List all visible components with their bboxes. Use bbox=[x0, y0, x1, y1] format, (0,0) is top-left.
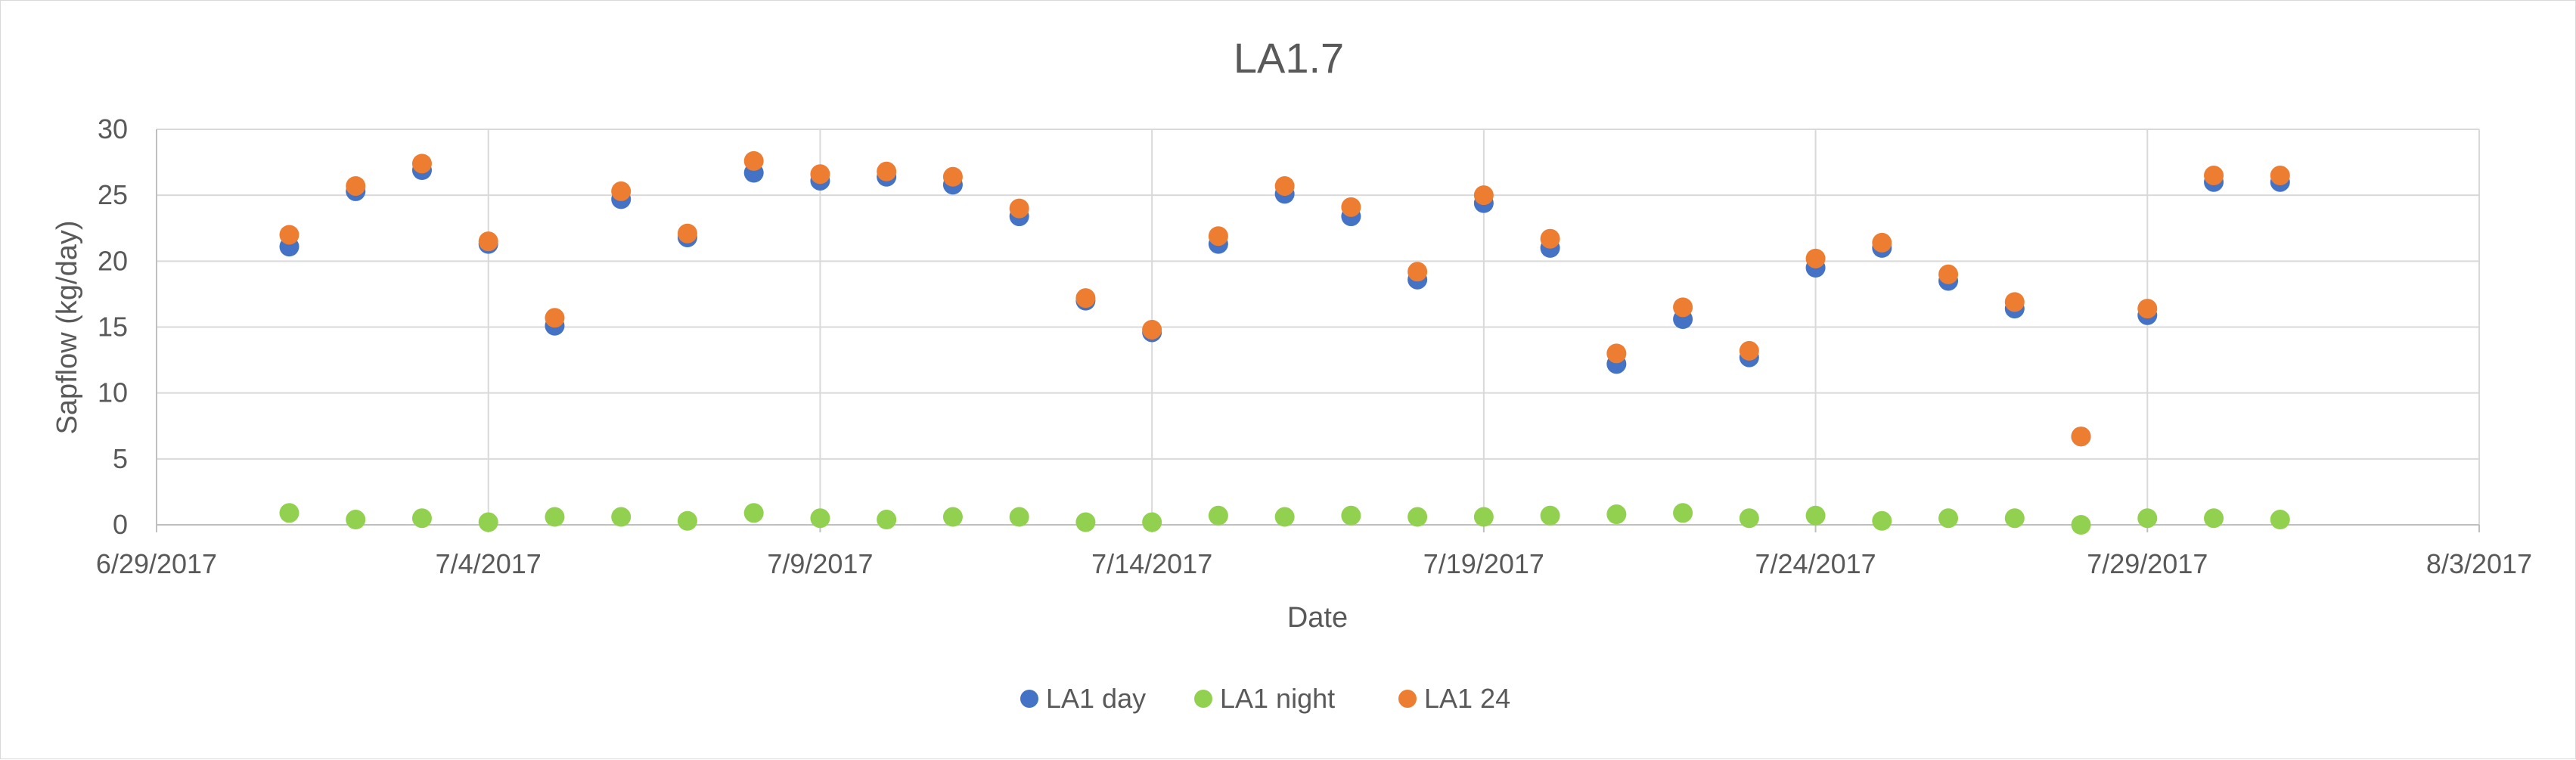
point-la1-night bbox=[411, 508, 432, 529]
point-la1-24 bbox=[346, 175, 366, 196]
point-la1-24 bbox=[1739, 340, 1759, 361]
point-la1-night bbox=[1407, 507, 1428, 527]
point-la1-24 bbox=[677, 223, 697, 244]
point-la1-24 bbox=[2071, 427, 2091, 447]
point-la1-24 bbox=[877, 161, 897, 181]
point-la1-night bbox=[1739, 508, 1759, 529]
legend-marker-la1-24 bbox=[1398, 690, 1417, 708]
point-la1-24 bbox=[2270, 166, 2290, 186]
point-la1-night bbox=[1872, 510, 1892, 531]
y-tick-label: 0 bbox=[113, 509, 128, 540]
point-la1-24 bbox=[1872, 232, 1892, 253]
point-la1-24 bbox=[1208, 226, 1228, 247]
x-tick-label: 7/24/2017 bbox=[1755, 548, 1876, 579]
point-la1-24 bbox=[2137, 299, 2158, 319]
point-la1-night bbox=[942, 507, 963, 527]
x-tick-label: 8/3/2017 bbox=[2426, 548, 2532, 579]
x-tick-label: 7/9/2017 bbox=[767, 548, 873, 579]
point-la1-night bbox=[478, 512, 498, 532]
point-la1-night bbox=[1274, 507, 1295, 527]
point-la1-24 bbox=[478, 231, 498, 252]
x-axis-title: Date bbox=[1287, 602, 1348, 634]
point-la1-24 bbox=[1938, 264, 1959, 284]
point-la1-24 bbox=[279, 225, 299, 245]
point-la1-24 bbox=[411, 154, 432, 174]
y-tick-label: 5 bbox=[113, 443, 128, 474]
data-points bbox=[279, 150, 2290, 535]
point-la1-night bbox=[677, 510, 697, 531]
point-la1-night bbox=[611, 507, 632, 527]
point-la1-night bbox=[545, 507, 565, 527]
point-la1-24 bbox=[810, 164, 830, 185]
point-la1-24 bbox=[2004, 292, 2025, 312]
y-tick-label: 20 bbox=[98, 245, 128, 276]
point-la1-night bbox=[1938, 508, 1959, 529]
point-la1-24 bbox=[1606, 343, 1627, 364]
grid-lines bbox=[157, 129, 2480, 525]
axes bbox=[156, 129, 2480, 532]
point-la1-24 bbox=[1805, 248, 1826, 268]
x-tick-label: 7/14/2017 bbox=[1091, 548, 1212, 579]
point-la1-24 bbox=[611, 181, 632, 201]
legend-label-la1-night: LA1 night bbox=[1220, 683, 1335, 714]
point-la1-night bbox=[1009, 507, 1029, 527]
y-tick-label: 30 bbox=[98, 113, 128, 144]
point-la1-night bbox=[2071, 515, 2091, 535]
point-la1-night bbox=[1142, 512, 1162, 532]
point-la1-24 bbox=[1673, 297, 1693, 318]
point-la1-24 bbox=[2204, 166, 2224, 186]
y-tick-label: 25 bbox=[98, 179, 128, 210]
point-la1-night bbox=[1673, 503, 1693, 523]
x-tick-label: 6/29/2017 bbox=[96, 548, 217, 579]
point-la1-24 bbox=[1473, 185, 1494, 206]
point-la1-night bbox=[279, 503, 299, 523]
legend-label-la1-day: LA1 day bbox=[1046, 683, 1146, 714]
legend: LA1 day LA1 night LA1 24 bbox=[1020, 683, 1510, 714]
point-la1-24 bbox=[1009, 198, 1029, 219]
point-la1-night bbox=[1805, 505, 1826, 526]
point-la1-night bbox=[1606, 504, 1627, 525]
point-la1-night bbox=[346, 510, 366, 530]
y-axis-title: Sapflow (kg/day) bbox=[51, 220, 83, 434]
point-la1-night bbox=[2004, 508, 2025, 529]
chart-title: LA1.7 bbox=[1234, 34, 1344, 82]
legend-label-la1-24: LA1 24 bbox=[1424, 683, 1510, 714]
point-la1-night bbox=[1208, 505, 1228, 526]
legend-marker-la1-night bbox=[1194, 690, 1212, 708]
y-tick-label: 15 bbox=[98, 312, 128, 343]
point-la1-24 bbox=[1274, 175, 1295, 196]
point-la1-night bbox=[2204, 508, 2224, 529]
point-la1-24 bbox=[1341, 197, 1361, 217]
point-la1-night bbox=[2137, 508, 2158, 529]
point-la1-night bbox=[1473, 507, 1494, 527]
point-la1-night bbox=[877, 510, 897, 530]
point-la1-night bbox=[1540, 505, 1560, 526]
point-la1-night bbox=[810, 508, 830, 529]
x-tick-label: 7/4/2017 bbox=[436, 548, 542, 579]
point-la1-24 bbox=[1075, 288, 1096, 309]
legend-marker-la1-day bbox=[1020, 690, 1038, 708]
point-la1-24 bbox=[1540, 228, 1560, 249]
tick-labels: 0 5 10 15 20 25 30 6/29/2017 7/4/2017 7/9/2017 7/1… bbox=[96, 113, 2532, 579]
point-la1-night bbox=[2270, 510, 2290, 530]
point-la1-24 bbox=[942, 166, 963, 187]
point-la1-24 bbox=[1142, 319, 1162, 340]
y-tick-label: 10 bbox=[98, 377, 128, 408]
point-la1-night bbox=[743, 503, 764, 523]
point-la1-24 bbox=[743, 150, 764, 171]
point-la1-night bbox=[1341, 505, 1361, 526]
x-tick-label: 7/29/2017 bbox=[2087, 548, 2208, 579]
point-la1-24 bbox=[1407, 262, 1428, 282]
point-la1-24 bbox=[545, 308, 565, 328]
point-la1-night bbox=[1075, 512, 1096, 532]
x-tick-label: 7/19/2017 bbox=[1423, 548, 1544, 579]
